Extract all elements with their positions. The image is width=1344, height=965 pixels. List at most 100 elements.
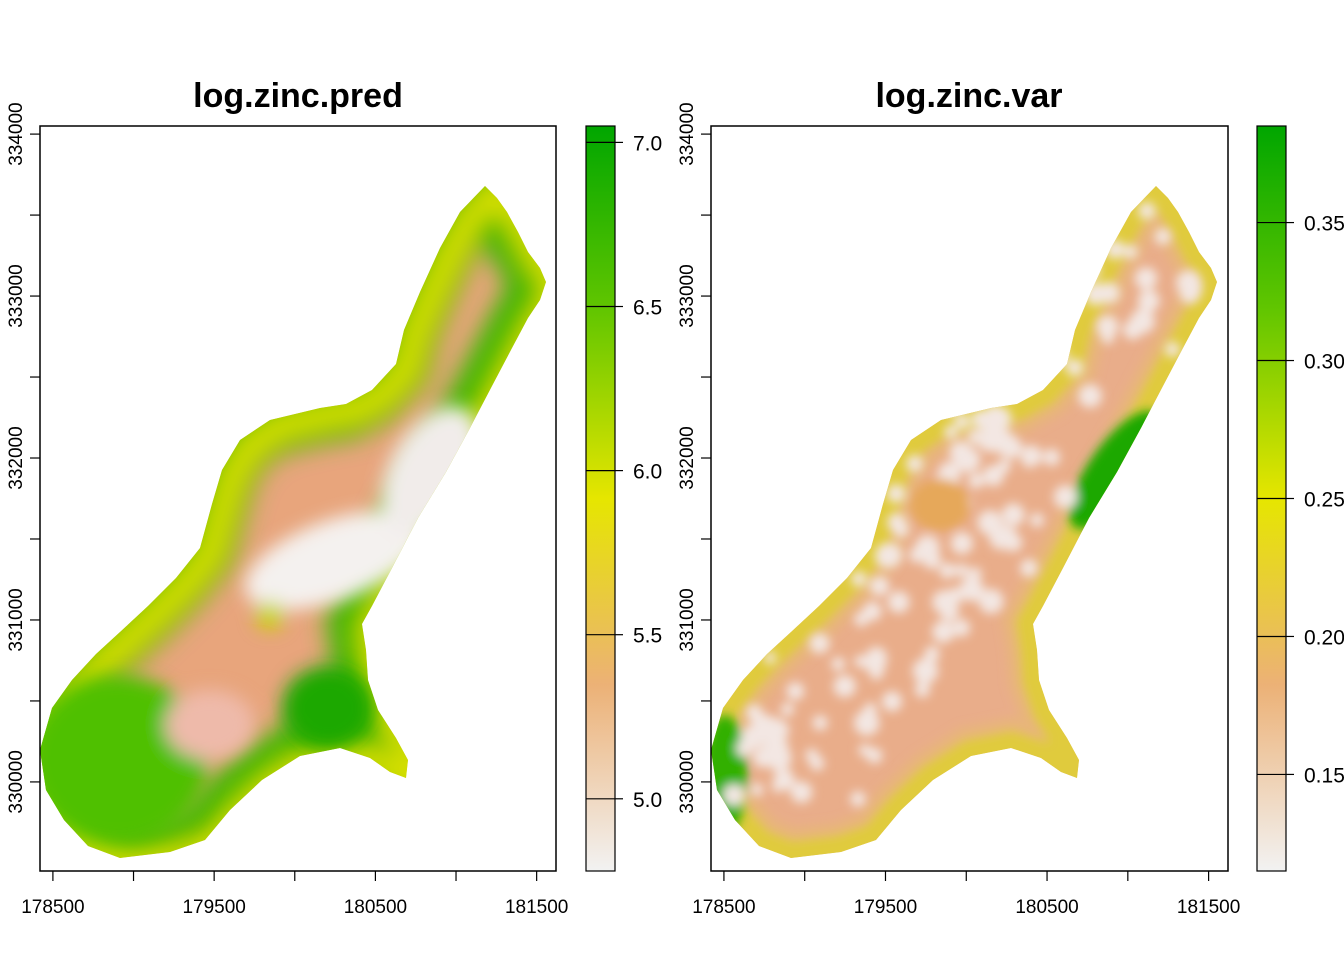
y-axis: 330000 331000 332000 333000 334000 bbox=[6, 102, 40, 814]
variance-speckle bbox=[831, 657, 846, 671]
plot-frame bbox=[710, 125, 1229, 872]
heatmap-blobs bbox=[40, 406, 480, 845]
legend-tick-label: 6.5 bbox=[633, 297, 662, 320]
legend-tick-label: 7.0 bbox=[633, 132, 662, 155]
variance-speckle bbox=[909, 547, 925, 563]
variance-speckle bbox=[1001, 503, 1025, 526]
variance-speckle bbox=[1164, 341, 1180, 357]
variance-speckle bbox=[955, 563, 969, 578]
variance-speckle bbox=[809, 633, 830, 654]
variance-speckle bbox=[1002, 526, 1016, 540]
y-axis: 330000 331000 332000 333000 334000 bbox=[677, 102, 711, 814]
variance-speckle bbox=[943, 397, 960, 415]
variance-speckle bbox=[764, 651, 777, 665]
heatmap-raster bbox=[40, 186, 546, 858]
x-tick-label: 181500 bbox=[1177, 897, 1240, 918]
variance-speckle bbox=[1020, 559, 1038, 577]
variance-speckle bbox=[1030, 513, 1044, 528]
heatmap-raster bbox=[711, 186, 1217, 858]
blob-southwest-low bbox=[165, 690, 255, 760]
variance-speckle bbox=[1137, 289, 1160, 312]
variance-speckle bbox=[986, 406, 1012, 432]
variance-speckle bbox=[1016, 311, 1029, 324]
legend-tick-label: 0.25 bbox=[1304, 489, 1344, 512]
blob-hotspot bbox=[256, 601, 284, 629]
heatmap-edge-band bbox=[711, 186, 1217, 858]
x-tick-label: 178500 bbox=[692, 897, 755, 918]
variance-speckle bbox=[750, 783, 764, 796]
y-tick-label: 331000 bbox=[677, 588, 698, 651]
variance-speckle bbox=[932, 620, 955, 644]
variance-speckle bbox=[1053, 485, 1078, 509]
variance-speckle bbox=[906, 455, 924, 473]
variance-speckle bbox=[914, 682, 931, 698]
variance-speckle bbox=[753, 748, 773, 768]
legend-tick-label: 0.35 bbox=[1304, 213, 1344, 236]
variance-speckle bbox=[887, 513, 906, 532]
x-tick-label: 180500 bbox=[1015, 897, 1078, 918]
variance-speckle bbox=[967, 429, 983, 445]
y-tick-label: 332000 bbox=[677, 426, 698, 489]
variance-speckle bbox=[1098, 282, 1121, 304]
variance-speckle bbox=[997, 459, 1011, 473]
variance-speckle bbox=[1053, 233, 1070, 250]
x-tick-label: 179500 bbox=[182, 897, 245, 918]
variance-speckle bbox=[965, 575, 978, 588]
variance-speckle bbox=[939, 562, 956, 579]
plot-frame bbox=[39, 125, 557, 872]
variance-speckle bbox=[959, 577, 984, 602]
variance-speckle bbox=[1134, 267, 1158, 290]
legend-bar bbox=[585, 125, 616, 872]
blob-south-bulge bbox=[282, 666, 374, 750]
x-tick-label: 181500 bbox=[505, 897, 568, 918]
variance-speckle bbox=[968, 473, 984, 489]
variance-speckle bbox=[887, 591, 910, 614]
variance-speckle bbox=[1130, 308, 1155, 334]
variance-speckle bbox=[812, 715, 828, 731]
variance-speckle bbox=[978, 588, 1004, 614]
variance-speckle bbox=[850, 791, 866, 807]
y-tick-label: 333000 bbox=[6, 264, 27, 327]
legend-tick-label: 0.20 bbox=[1304, 626, 1344, 649]
variance-speckle bbox=[995, 430, 1012, 448]
panel-log-zinc-var: log.zinc.var 178500 179500 180500 181500 33… bbox=[677, 77, 1344, 918]
blob-southwest-corner bbox=[711, 715, 747, 835]
variance-speckle bbox=[950, 532, 974, 555]
variance-speckle bbox=[1187, 280, 1203, 296]
legend-tick-label: 5.5 bbox=[633, 625, 662, 648]
variance-speckle bbox=[862, 601, 882, 621]
variance-speckle bbox=[942, 372, 958, 388]
variance-speckle bbox=[773, 721, 790, 738]
variance-speckle bbox=[1063, 295, 1079, 311]
variance-speckle bbox=[1046, 345, 1068, 366]
y-tick-label: 334000 bbox=[6, 102, 27, 165]
variance-speckle bbox=[982, 465, 1005, 487]
variance-speckle bbox=[854, 655, 867, 668]
blob-southwest bbox=[40, 675, 208, 845]
variance-speckle bbox=[922, 550, 942, 570]
y-tick-label: 333000 bbox=[677, 264, 698, 327]
variance-speckle bbox=[1078, 384, 1102, 408]
y-tick-label: 331000 bbox=[6, 588, 27, 651]
chart-title: log.zinc.pred bbox=[193, 77, 403, 115]
variance-speckle bbox=[1066, 359, 1084, 377]
variance-speckle bbox=[858, 744, 872, 757]
legend-tick-label: 0.15 bbox=[1304, 764, 1344, 787]
variance-speckle bbox=[938, 461, 961, 484]
x-tick-label: 179500 bbox=[854, 897, 917, 918]
variance-speckle bbox=[818, 554, 842, 577]
variance-speckle bbox=[851, 571, 867, 587]
variance-speckle bbox=[1138, 202, 1156, 220]
variance-speckle bbox=[740, 725, 766, 750]
variance-speckle bbox=[723, 784, 745, 806]
legend-tick-label: 6.0 bbox=[633, 461, 662, 484]
legend-tick-label: 5.0 bbox=[633, 789, 662, 812]
variance-speckle bbox=[1035, 302, 1053, 320]
variance-speckle bbox=[854, 710, 880, 736]
variance-speckle bbox=[780, 702, 795, 717]
variance-speckle bbox=[1021, 454, 1036, 468]
variance-speckle bbox=[954, 414, 970, 430]
variance-speckle bbox=[955, 447, 981, 473]
